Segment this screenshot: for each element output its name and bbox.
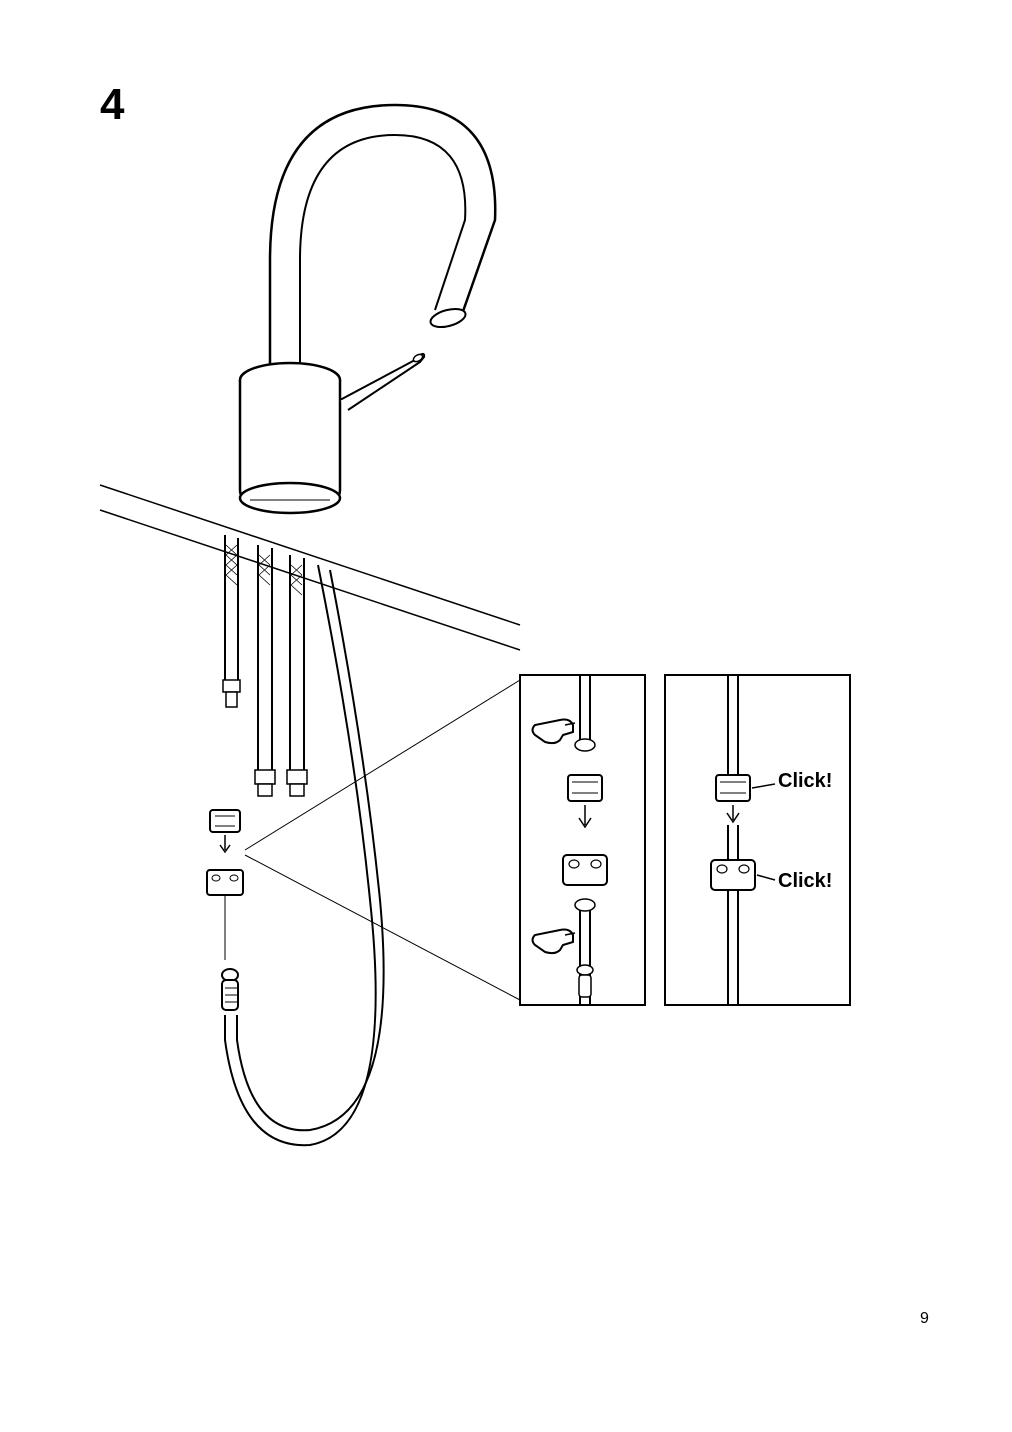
click-label-2: Click!: [778, 870, 832, 893]
detail-box-2: [665, 675, 850, 1005]
page-number: 9: [920, 1310, 929, 1328]
faucet-body: [240, 353, 424, 513]
faucet-spout: [268, 105, 495, 376]
assembly-diagram: [0, 0, 1012, 1432]
detail-box-1: [520, 675, 645, 1005]
connector-left: [207, 810, 243, 960]
click-label-1: Click!: [778, 770, 832, 793]
